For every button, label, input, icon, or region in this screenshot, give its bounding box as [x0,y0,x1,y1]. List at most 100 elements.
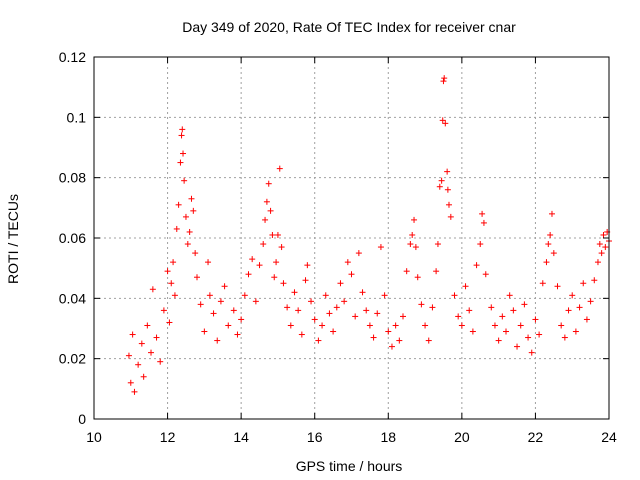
data-point [400,313,406,320]
data-point [370,334,377,341]
data-point [602,244,609,251]
data-point [160,307,167,314]
data-point [249,256,256,263]
data-point [469,328,476,335]
x-tick-label: 20 [454,429,470,445]
data-point [506,292,513,299]
data-point [217,298,224,305]
data-point [333,304,340,311]
data-point [205,259,212,266]
data-point [480,219,487,226]
data-point [458,322,465,329]
data-point [396,337,403,344]
data-point [422,322,429,329]
data-point [280,280,287,287]
data-point [392,322,399,329]
data-point [319,322,326,329]
data-point [536,331,543,338]
data-point [591,277,598,284]
data-point [201,328,208,335]
data-point [348,271,355,278]
data-point [434,241,441,248]
data-point [177,159,184,166]
data-point [525,334,532,341]
data-point [322,292,329,299]
data-point [326,310,333,317]
data-point [532,316,539,323]
data-point [344,259,351,266]
data-point [234,331,241,338]
data-point [197,301,204,308]
data-point [451,292,458,299]
data-point [221,283,228,290]
data-point [214,337,221,344]
data-point [190,207,197,214]
data-point [337,280,344,287]
data-point [144,322,151,329]
data-point [284,304,291,311]
data-point [245,271,252,278]
data-point [438,177,445,184]
data-point [377,244,384,251]
data-point [131,388,138,395]
data-point [352,313,359,320]
data-points [125,75,612,395]
data-point [587,298,594,305]
data-point [171,292,178,299]
data-point [440,78,447,85]
data-point [135,361,142,368]
data-point [411,216,418,223]
data-point [230,307,237,314]
data-point [425,337,432,344]
data-point [598,250,605,257]
data-point [558,322,565,329]
data-point [355,250,362,257]
data-point [594,259,601,266]
data-point [407,241,414,248]
data-point [168,280,175,287]
data-point [153,334,160,341]
data-point [241,292,248,299]
data-point [192,250,199,257]
data-point [166,319,173,326]
data-point [429,304,436,311]
data-point [488,304,495,311]
data-point [263,198,270,205]
data-point [138,340,145,347]
data-point [304,262,311,269]
data-point [175,201,182,208]
data-point [600,231,607,238]
data-point [206,292,213,299]
data-point [359,289,366,296]
data-point [491,322,498,329]
data-point [178,132,185,139]
data-point [499,313,506,320]
data-point [479,210,486,217]
data-point [548,210,555,217]
data-point [495,337,502,344]
data-point [366,322,373,329]
data-point [180,150,187,157]
x-tick-label: 12 [160,429,176,445]
data-point [561,334,568,341]
data-point [170,259,177,266]
plot-frame [93,56,610,420]
data-point [439,117,446,124]
data-point [385,328,392,335]
x-tick-label: 24 [601,429,617,445]
y-tick-label: 0.08 [59,170,86,186]
data-point [302,277,309,284]
data-point [129,331,136,338]
data-point [267,207,274,214]
data-point [188,195,195,202]
data-point [278,244,285,251]
data-point [225,322,232,329]
data-point [298,331,305,338]
data-point [252,298,259,305]
data-point [412,244,419,251]
data-point [473,262,480,269]
data-point [271,274,278,281]
data-point [173,225,180,232]
data-point [503,328,509,335]
y-tick-label: 0.1 [67,109,87,125]
